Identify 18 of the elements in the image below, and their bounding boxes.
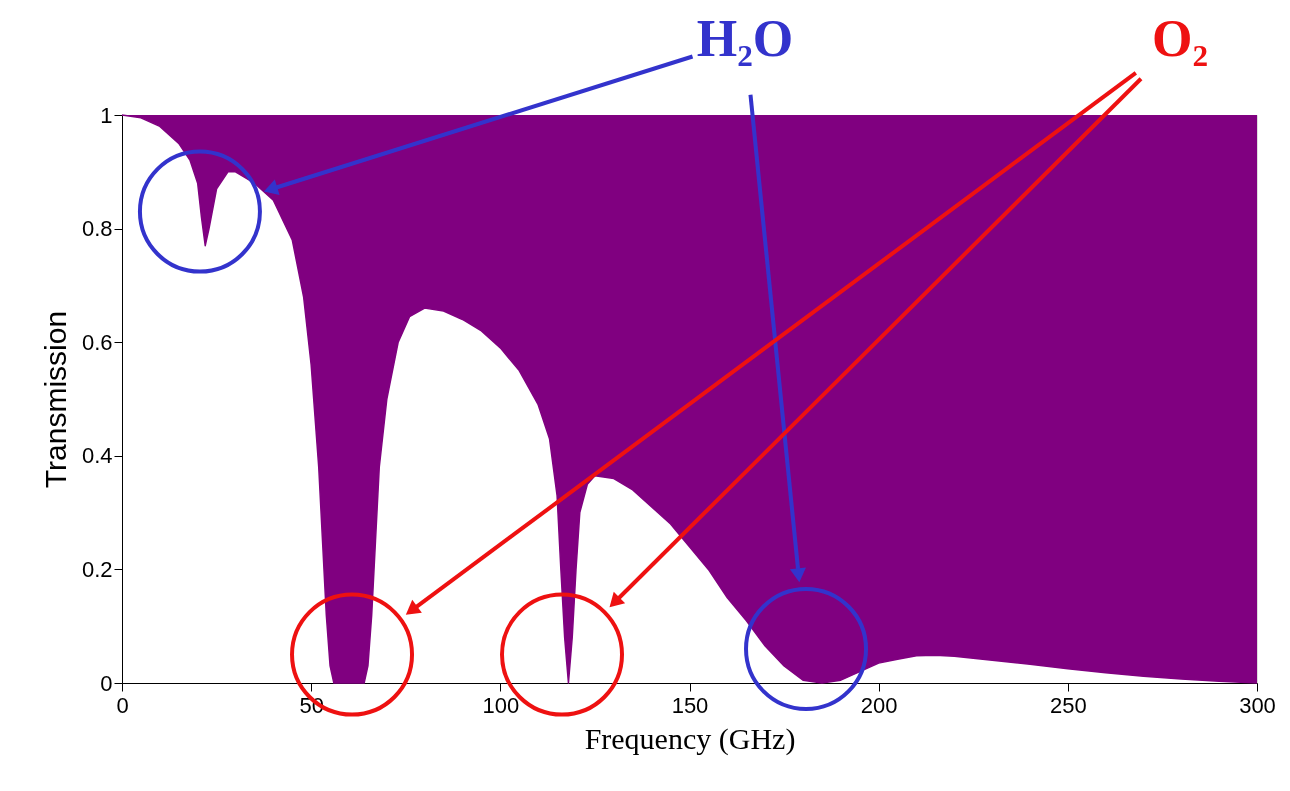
text: O₂ xyxy=(1151,10,1209,67)
x-tick-label: 150 xyxy=(671,692,709,718)
x-tick-label: 100 xyxy=(482,692,520,718)
y-tick-label: 0.2 xyxy=(81,556,113,582)
point xyxy=(137,149,262,274)
x-tick-label: 300 xyxy=(1239,692,1276,718)
x-tick-label: 250 xyxy=(1049,692,1087,718)
y-tick-label: 1 xyxy=(100,102,113,128)
x-tick-label: 200 xyxy=(860,692,898,718)
y-tick-label: 0.8 xyxy=(81,216,113,242)
x-axis-title: Frequency (GHz) xyxy=(584,721,796,756)
y-axis-title: Transmission xyxy=(38,310,72,489)
point xyxy=(290,592,415,717)
y-tick-label: 0.4 xyxy=(81,443,113,469)
y-tick-label: 0 xyxy=(100,670,113,696)
text: H₂O xyxy=(696,10,794,67)
y-tick-label: 0.6 xyxy=(81,329,113,355)
x-tick-label: 0 xyxy=(116,692,129,718)
